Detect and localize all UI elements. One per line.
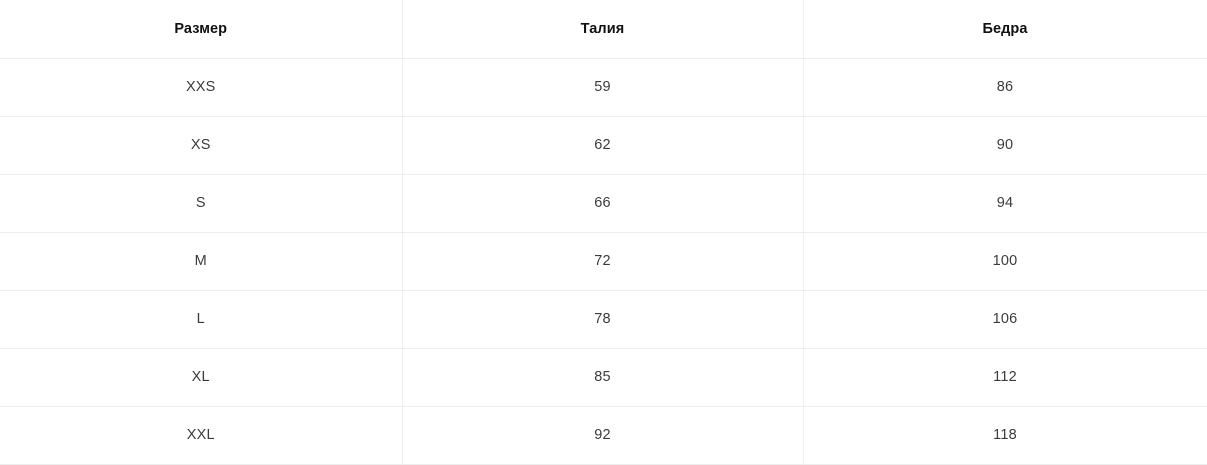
cell-size: XXL bbox=[0, 406, 403, 465]
cell-size: L bbox=[0, 290, 403, 349]
table-row: M 72 100 bbox=[0, 232, 1207, 291]
cell-waist: 66 bbox=[402, 174, 804, 233]
cell-hips: 100 bbox=[803, 232, 1207, 291]
table-body: XXS 59 86 XS 62 90 S 66 94 M 72 100 L 78 bbox=[0, 58, 1207, 465]
cell-hips: 118 bbox=[803, 406, 1207, 465]
column-header-size: Размер bbox=[0, 0, 403, 59]
table-header: Размер Талия Бедра bbox=[0, 0, 1207, 59]
cell-hips: 86 bbox=[803, 58, 1207, 117]
table-row: XS 62 90 bbox=[0, 116, 1207, 175]
column-header-waist: Талия bbox=[402, 0, 804, 59]
cell-waist: 59 bbox=[402, 58, 804, 117]
table-row: XXS 59 86 bbox=[0, 58, 1207, 117]
cell-hips: 106 bbox=[803, 290, 1207, 349]
table-row: S 66 94 bbox=[0, 174, 1207, 233]
cell-waist: 78 bbox=[402, 290, 804, 349]
cell-size: XS bbox=[0, 116, 403, 175]
cell-waist: 92 bbox=[402, 406, 804, 465]
cell-size: XXS bbox=[0, 58, 403, 117]
cell-hips: 90 bbox=[803, 116, 1207, 175]
cell-hips: 112 bbox=[803, 348, 1207, 407]
cell-waist: 62 bbox=[402, 116, 804, 175]
cell-size: S bbox=[0, 174, 403, 233]
table-row: XL 85 112 bbox=[0, 348, 1207, 407]
column-header-hips: Бедра bbox=[803, 0, 1207, 59]
cell-hips: 94 bbox=[803, 174, 1207, 233]
table-row: XXL 92 118 bbox=[0, 406, 1207, 465]
table-row: L 78 106 bbox=[0, 290, 1207, 349]
cell-waist: 85 bbox=[402, 348, 804, 407]
cell-waist: 72 bbox=[402, 232, 804, 291]
cell-size: M bbox=[0, 232, 403, 291]
table-header-row: Размер Талия Бедра bbox=[0, 0, 1207, 59]
cell-size: XL bbox=[0, 348, 403, 407]
